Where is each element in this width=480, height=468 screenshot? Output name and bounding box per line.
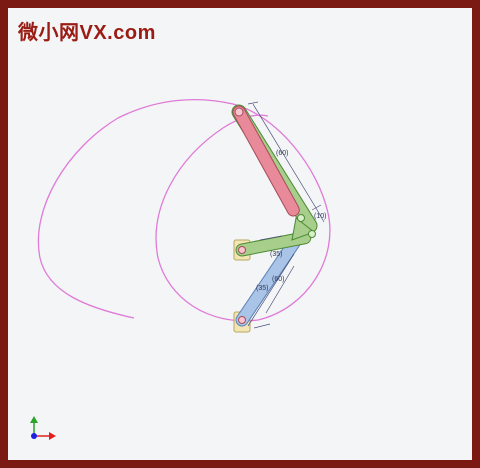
joint-right[interactable] bbox=[308, 230, 316, 238]
graphics-viewport[interactable]: 微小网VX.com bbox=[8, 8, 472, 460]
dim-lower-link: (60) bbox=[272, 276, 284, 283]
dim-coupler-offset: (10) bbox=[314, 213, 326, 220]
joint-top[interactable] bbox=[234, 107, 244, 117]
dim-top-link: (60) bbox=[276, 150, 288, 157]
triangle-link[interactable] bbox=[291, 217, 316, 241]
red-crank-link[interactable] bbox=[231, 104, 302, 218]
watermark-text: 微小网VX.com bbox=[18, 22, 156, 44]
mechanism-canvas[interactable]: (60) (10) (35) (60) (35) bbox=[8, 8, 472, 460]
dim-lower-offset: (35) bbox=[256, 285, 268, 292]
trace-curve bbox=[37, 98, 331, 322]
joint-pivot-upper[interactable] bbox=[238, 246, 246, 254]
dim-short-link: (35) bbox=[270, 251, 282, 258]
joint-upper-right[interactable] bbox=[297, 214, 305, 222]
xyz-triad-icon bbox=[30, 416, 56, 440]
dimension-lines bbox=[247, 101, 325, 329]
joint-pivot-lower[interactable] bbox=[238, 316, 246, 324]
